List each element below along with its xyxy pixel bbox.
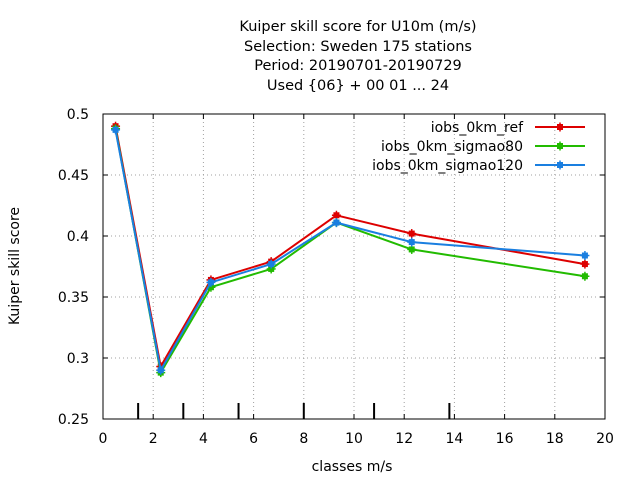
y-axis-label: Kuiper skill score — [7, 207, 23, 325]
data-point — [580, 259, 590, 269]
legend-label: iobs_0km_ref — [431, 120, 524, 136]
x-tick-label: 20 — [596, 431, 614, 447]
data-point — [156, 365, 166, 375]
data-point — [331, 218, 341, 228]
legend-marker — [555, 160, 565, 170]
data-point — [407, 229, 417, 239]
data-point — [580, 251, 590, 261]
axis-ticks — [102, 113, 606, 420]
legend-entry: iobs_0km_sigmao120 — [372, 158, 585, 174]
title-line-3: Period: 20190701-20190729 — [254, 58, 462, 74]
class-boundary-marks — [137, 403, 451, 419]
data-point — [266, 259, 276, 269]
y-tick-label: 0.25 — [58, 412, 89, 428]
x-axis-label: classes m/s — [312, 459, 393, 475]
legend-marker — [555, 122, 565, 132]
x-tick-labels: 0 2 4 6 8 10 12 14 16 18 20 — [99, 431, 614, 447]
x-tick-label: 14 — [445, 431, 463, 447]
x-tick-label: 2 — [149, 431, 158, 447]
title-line-1: Kuiper skill score for U10m (m/s) — [239, 19, 476, 35]
x-tick-label: 0 — [99, 431, 108, 447]
y-tick-label: 0.3 — [67, 351, 89, 367]
x-tick-label: 18 — [546, 431, 564, 447]
x-tick-label: 10 — [345, 431, 363, 447]
legend-label: iobs_0km_sigmao120 — [372, 158, 523, 174]
data-point — [111, 125, 121, 135]
data-point — [407, 237, 417, 247]
legend-entry: iobs_0km_ref — [431, 120, 585, 136]
x-tick-label: 8 — [299, 431, 308, 447]
data-point — [580, 271, 590, 281]
x-tick-label: 4 — [199, 431, 208, 447]
y-tick-label: 0.4 — [67, 229, 89, 245]
data-point — [206, 277, 216, 287]
y-tick-labels: 0.25 0.3 0.35 0.4 0.45 0.5 — [58, 107, 89, 428]
legend-label: iobs_0km_sigmao80 — [381, 139, 523, 155]
x-tick-label: 16 — [496, 431, 514, 447]
title-line-2: Selection: Sweden 175 stations — [244, 39, 472, 55]
x-tick-label: 6 — [249, 431, 258, 447]
grid — [103, 114, 605, 419]
title-line-4: Used {06} + 00 01 ... 24 — [267, 78, 449, 94]
x-tick-label: 12 — [395, 431, 413, 447]
series-iobs_0km_sigmao120 — [111, 125, 590, 375]
legend-entry: iobs_0km_sigmao80 — [381, 139, 585, 155]
legend: iobs_0km_ref iobs_0km_sigmao80 iobs_0km_si… — [372, 120, 585, 174]
chart-title: Kuiper skill score for U10m (m/s) Select… — [239, 19, 476, 94]
y-tick-label: 0.5 — [67, 107, 89, 123]
legend-marker — [555, 141, 565, 151]
y-tick-label: 0.45 — [58, 168, 89, 184]
series-lines — [111, 121, 590, 378]
y-tick-label: 0.35 — [58, 290, 89, 306]
